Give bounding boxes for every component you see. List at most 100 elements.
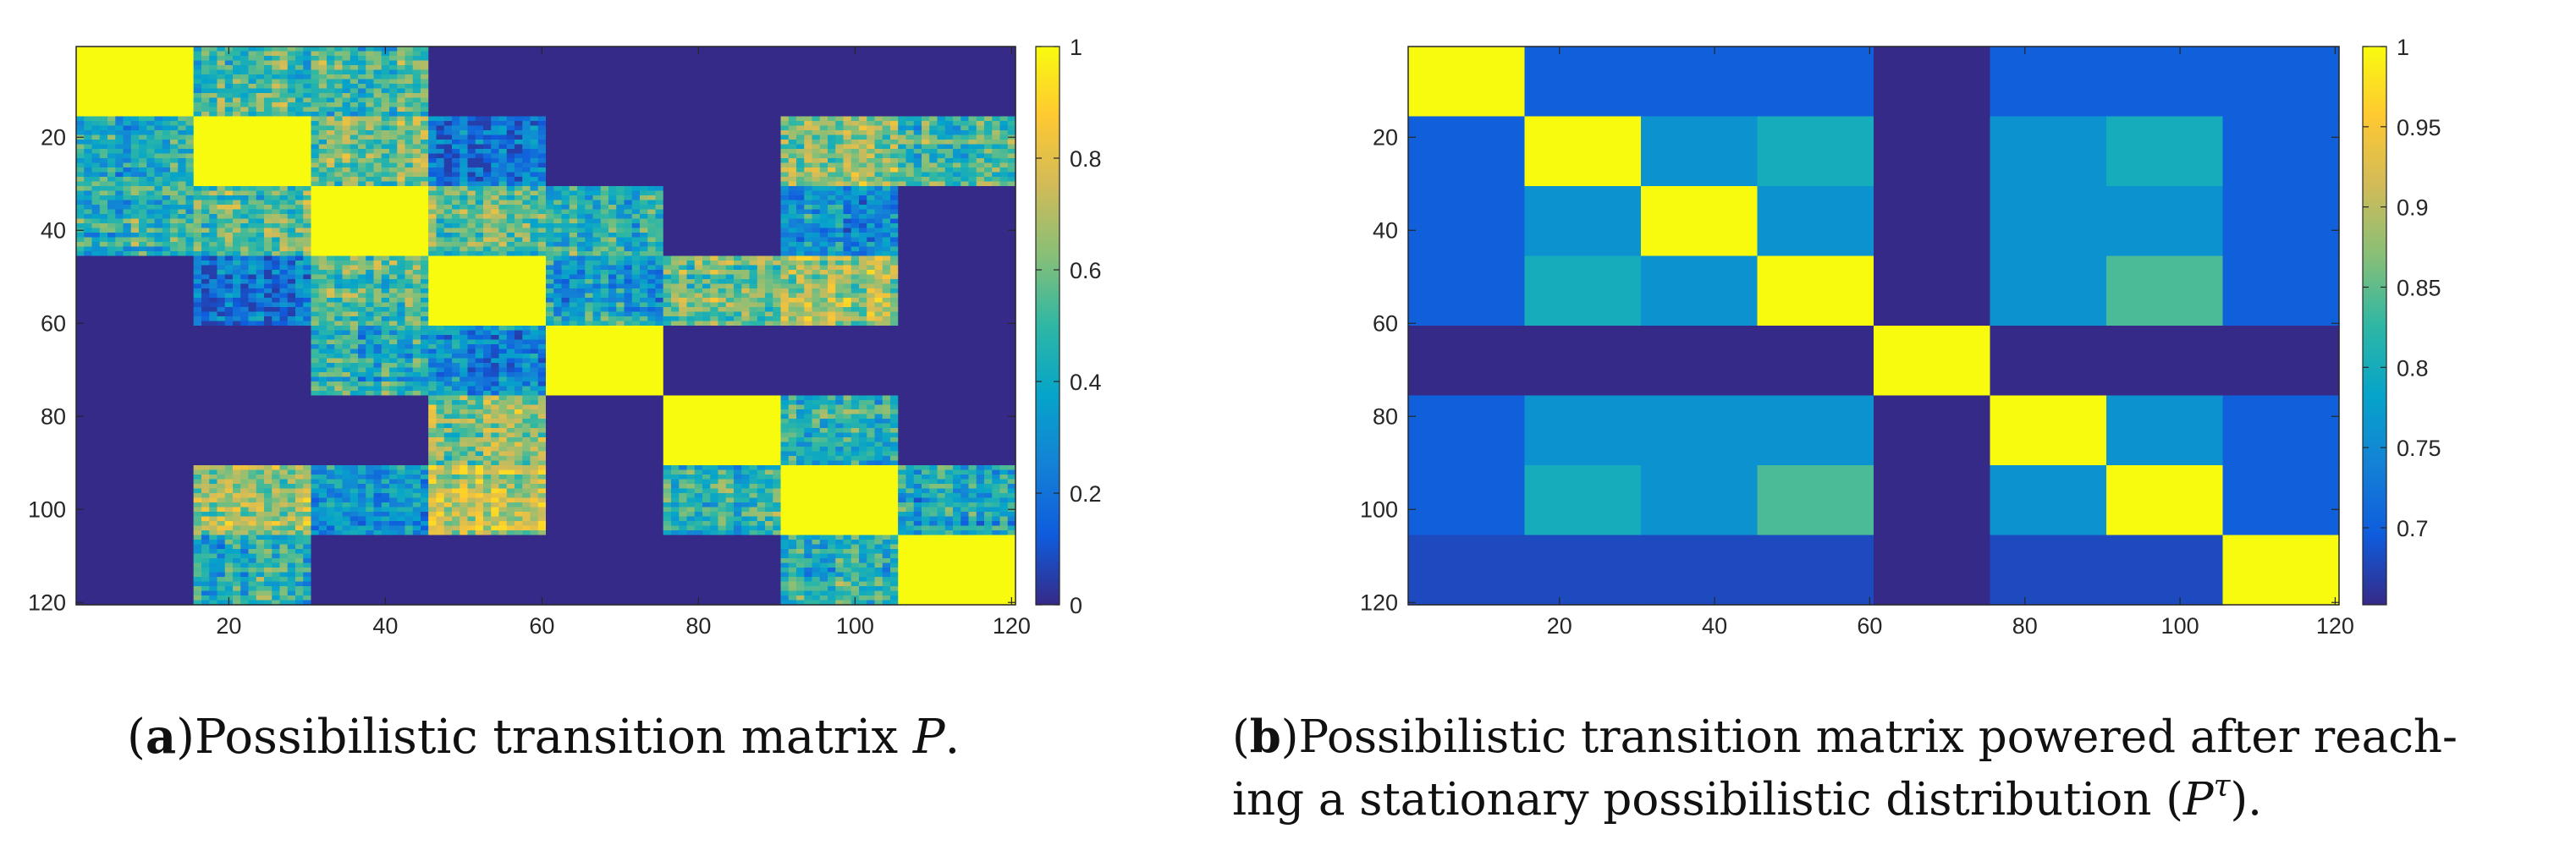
heatmap-cell bbox=[537, 246, 547, 252]
heatmap-cell bbox=[788, 162, 797, 168]
heatmap-cell bbox=[553, 270, 562, 275]
heatmap-cell bbox=[248, 205, 257, 210]
heatmap-cell bbox=[334, 307, 343, 312]
heatmap-cell bbox=[421, 144, 429, 150]
heatmap-cell bbox=[381, 326, 390, 331]
heatmap-cell bbox=[882, 270, 891, 275]
heatmap-cell bbox=[796, 321, 805, 326]
heatmap-cell bbox=[530, 358, 539, 364]
heatmap-cell bbox=[828, 409, 836, 414]
heatmap-cell bbox=[209, 246, 217, 252]
heatmap-cell bbox=[859, 395, 867, 401]
heatmap-cell bbox=[185, 177, 195, 182]
heatmap-cell bbox=[311, 255, 320, 261]
heatmap-cell bbox=[209, 65, 217, 70]
heatmap-cell bbox=[366, 348, 374, 354]
heatmap-cell bbox=[84, 209, 92, 215]
heatmap-cell bbox=[843, 437, 852, 442]
heatmap-cell bbox=[115, 209, 124, 215]
heatmap-cell bbox=[498, 190, 508, 196]
heatmap-cell bbox=[256, 311, 265, 317]
heatmap-cell bbox=[193, 502, 202, 508]
heatmap-cell bbox=[373, 97, 383, 103]
heatmap-cell bbox=[850, 200, 860, 206]
heatmap-cell bbox=[850, 134, 860, 140]
heatmap-cell bbox=[256, 246, 265, 252]
heatmap-cell bbox=[443, 414, 453, 420]
heatmap-cell bbox=[279, 218, 289, 224]
heatmap-cell bbox=[874, 200, 883, 206]
heatmap-cell bbox=[421, 56, 429, 61]
heatmap-cell bbox=[224, 484, 234, 489]
heatmap-cell bbox=[663, 302, 672, 308]
heatmap-cell bbox=[812, 423, 821, 429]
heatmap-cell bbox=[295, 251, 304, 256]
heatmap-cell bbox=[224, 283, 234, 289]
heatmap-cell bbox=[240, 283, 249, 289]
heatmap-cell bbox=[734, 255, 742, 261]
heatmap-cell bbox=[99, 233, 108, 238]
heatmap-cell bbox=[882, 456, 891, 461]
heatmap-cell bbox=[381, 283, 390, 289]
heatmap-cell bbox=[193, 246, 202, 252]
heatmap-cell bbox=[460, 149, 468, 154]
heatmap-cell bbox=[279, 186, 289, 191]
heatmap-cell bbox=[506, 447, 515, 452]
heatmap-cell bbox=[342, 79, 351, 85]
heatmap-cell bbox=[443, 437, 453, 442]
heatmap-cell bbox=[624, 270, 633, 275]
heatmap-block bbox=[311, 47, 429, 118]
heatmap-cell bbox=[443, 348, 453, 354]
heatmap-cell bbox=[702, 274, 711, 280]
heatmap-cell bbox=[835, 162, 844, 168]
heatmap-cell bbox=[256, 209, 265, 215]
heatmap-cell bbox=[154, 172, 163, 178]
heatmap-cell bbox=[373, 302, 383, 308]
heatmap-cell bbox=[428, 391, 437, 396]
heatmap-cell bbox=[421, 47, 429, 52]
heatmap-cell bbox=[130, 246, 140, 252]
heatmap-cell bbox=[843, 414, 852, 420]
heatmap-cell bbox=[452, 233, 460, 238]
heatmap-cell bbox=[718, 279, 727, 284]
heatmap-cell bbox=[624, 242, 633, 247]
heatmap-cell bbox=[882, 246, 891, 252]
heatmap-cell bbox=[358, 255, 366, 261]
heatmap-cell bbox=[209, 302, 217, 308]
heatmap-cell bbox=[123, 218, 132, 224]
heatmap-cell bbox=[342, 140, 351, 145]
heatmap-cell bbox=[405, 270, 414, 275]
heatmap-cell bbox=[819, 419, 828, 424]
heatmap-cell bbox=[436, 181, 445, 187]
heatmap-cell bbox=[233, 205, 241, 210]
heatmap-cell bbox=[366, 140, 374, 145]
heatmap-cell bbox=[248, 88, 257, 94]
heatmap-cell bbox=[530, 218, 539, 224]
heatmap-cell bbox=[835, 153, 844, 159]
heatmap-cell bbox=[373, 88, 383, 94]
heatmap-cell bbox=[185, 140, 195, 145]
heatmap-cell bbox=[506, 153, 515, 159]
heatmap-cell bbox=[467, 205, 476, 210]
heatmap-cell bbox=[663, 279, 672, 284]
heatmap-cell bbox=[233, 507, 241, 513]
heatmap-cell bbox=[498, 130, 508, 135]
heatmap-cell bbox=[859, 116, 867, 122]
heatmap-cell bbox=[358, 335, 366, 340]
heatmap-cell bbox=[835, 432, 844, 438]
heatmap-cell bbox=[373, 363, 383, 368]
heatmap-cell bbox=[867, 274, 875, 280]
heatmap-cell bbox=[890, 190, 899, 196]
heatmap-cell bbox=[311, 376, 320, 382]
heatmap-cell bbox=[796, 423, 805, 429]
heatmap-cell bbox=[373, 279, 383, 284]
heatmap-cell bbox=[577, 265, 586, 271]
heatmap-cell bbox=[859, 265, 867, 271]
heatmap-cell bbox=[506, 376, 515, 382]
heatmap-cell bbox=[655, 255, 664, 261]
heatmap-cell bbox=[130, 149, 140, 154]
heatmap-cell bbox=[295, 242, 304, 247]
heatmap-cell bbox=[968, 134, 977, 140]
heatmap-cell bbox=[334, 348, 343, 354]
heatmap-cell bbox=[874, 311, 883, 317]
